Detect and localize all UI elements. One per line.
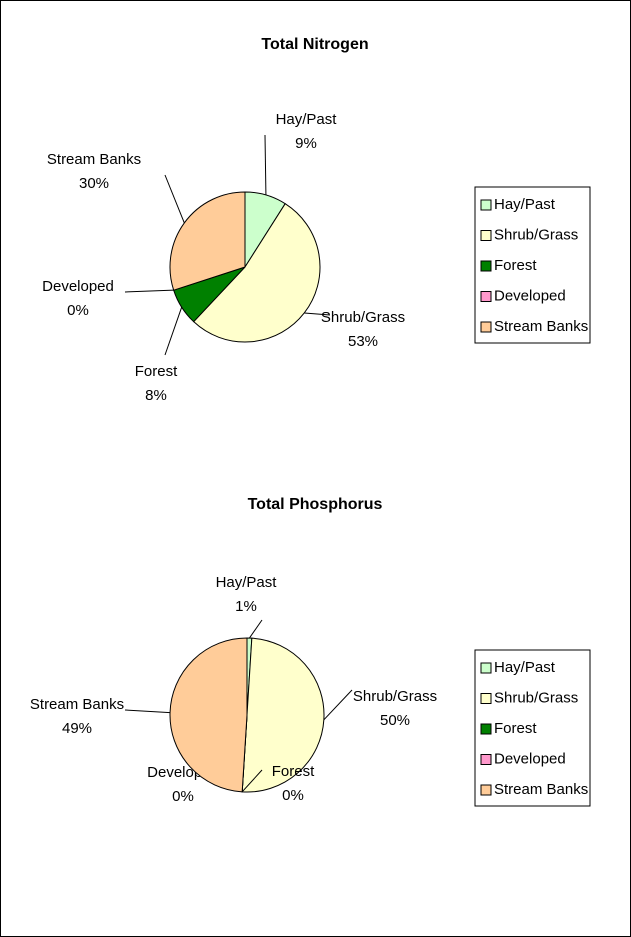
- slice-label: Hay/Past: [276, 111, 338, 128]
- leader-line: [164, 174, 185, 224]
- legend-swatch: [480, 754, 492, 765]
- legend-box: [474, 186, 591, 344]
- legend-label: Hay/Past: [494, 196, 556, 213]
- legend-label: Hay/Past: [494, 659, 556, 676]
- legend-label: Shrub/Grass: [494, 689, 578, 706]
- chart-title: Total Nitrogen: [261, 36, 368, 53]
- slice-value-label: 30%: [79, 175, 109, 192]
- leader-line: [323, 689, 353, 721]
- slice-label: Developed: [42, 278, 114, 295]
- slice-label: Stream Banks: [47, 151, 141, 168]
- leader-line: [241, 769, 263, 793]
- pie-slice: [169, 191, 246, 291]
- legend-box: [474, 649, 591, 807]
- slice-value-label: 50%: [380, 712, 410, 729]
- leader-line: [164, 307, 183, 356]
- legend-swatch: [480, 230, 492, 241]
- slice-label: Shrub/Grass: [353, 688, 437, 705]
- chart-title: Total Phosphorus: [248, 496, 383, 513]
- slice-value-label: 49%: [62, 720, 92, 737]
- legend-swatch: [480, 723, 492, 735]
- slice-value-label: 1%: [235, 598, 257, 615]
- leader-line: [124, 709, 171, 714]
- slice-value-label: 0%: [172, 788, 194, 805]
- slice-label: Forest: [135, 363, 178, 380]
- pie-slice: [241, 637, 325, 793]
- slice-label: Forest: [272, 763, 315, 780]
- leader-line: [249, 619, 263, 639]
- legend-label: Developed: [494, 287, 566, 304]
- legend-swatch: [480, 291, 492, 302]
- slice-label: Shrub/Grass: [321, 309, 405, 326]
- pie-slice: [192, 202, 321, 343]
- slice-value-label: 0%: [67, 302, 89, 319]
- leader-line: [124, 289, 174, 293]
- legend-swatch: [480, 693, 492, 704]
- slice-value-label: 53%: [348, 333, 378, 350]
- legend-label: Forest: [494, 257, 537, 274]
- legend-label: Stream Banks: [494, 318, 588, 335]
- legend-swatch: [480, 784, 492, 796]
- legend-label: Developed: [494, 750, 566, 767]
- legend-swatch: [480, 260, 492, 272]
- slice-label: Hay/Past: [216, 574, 278, 591]
- slice-value-label: 0%: [282, 787, 304, 804]
- legend-label: Forest: [494, 720, 537, 737]
- leader-line: [304, 312, 331, 316]
- pie-slice: [169, 637, 248, 793]
- slice-value-label: 8%: [145, 387, 167, 404]
- slice-label: Stream Banks: [30, 696, 124, 713]
- legend-label: Stream Banks: [494, 781, 588, 798]
- legend-label: Shrub/Grass: [494, 226, 578, 243]
- leader-line: [264, 134, 267, 195]
- slice-value-label: 9%: [295, 135, 317, 152]
- legend-swatch: [480, 199, 492, 211]
- legend-swatch: [480, 662, 492, 674]
- legend-swatch: [480, 321, 492, 333]
